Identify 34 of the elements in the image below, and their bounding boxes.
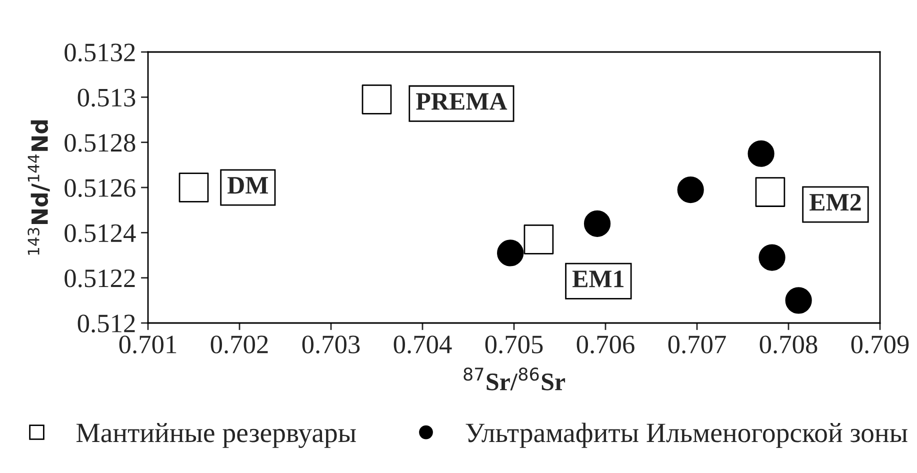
point xyxy=(748,140,774,167)
y-tick-label: 0.5124 xyxy=(64,224,136,242)
point xyxy=(755,177,786,207)
x-tick-label: 0.709 xyxy=(851,336,909,354)
x-tick-label: 0.703 xyxy=(302,336,360,354)
annotation: DM xyxy=(228,177,268,194)
x-tick-label: 0.705 xyxy=(485,336,543,354)
x-tick-label: 0.707 xyxy=(668,336,726,354)
y-tick-label: 0.5126 xyxy=(64,179,136,198)
y-tick-label: 0.512 xyxy=(78,314,135,333)
x-tick-label: 0.704 xyxy=(394,336,452,354)
point xyxy=(178,172,209,202)
point xyxy=(785,287,812,314)
point xyxy=(677,176,704,204)
x-tick-label: 0.706 xyxy=(576,336,634,354)
x-axis-title: $^{87}$Sr/$^{86}$Sr xyxy=(464,368,566,390)
y-tick-label: 0.513 xyxy=(78,88,136,107)
point xyxy=(584,210,611,237)
y-tick-label: 0.5128 xyxy=(64,134,136,152)
legend-label: Мантийные резервуары xyxy=(76,422,356,448)
legend-label: Ультрамафиты Ильменогорской зоны xyxy=(466,422,908,448)
point xyxy=(758,244,786,271)
y-axis-title: $^{143}$Nd/$^{144}$Nd xyxy=(28,120,50,255)
point xyxy=(497,240,524,266)
annotation: EM1 xyxy=(572,270,624,288)
annotation: PREMA xyxy=(416,93,508,110)
x-tick-label: 0.702 xyxy=(210,336,268,354)
point xyxy=(524,224,554,254)
x-tick-label: 0.701 xyxy=(119,336,176,354)
point xyxy=(362,84,392,114)
annotation: EM2 xyxy=(810,194,861,211)
y-tick-label: 0.5132 xyxy=(64,44,135,62)
y-tick-label: 0.5122 xyxy=(64,269,135,288)
x-tick-label: 0.708 xyxy=(760,336,818,354)
